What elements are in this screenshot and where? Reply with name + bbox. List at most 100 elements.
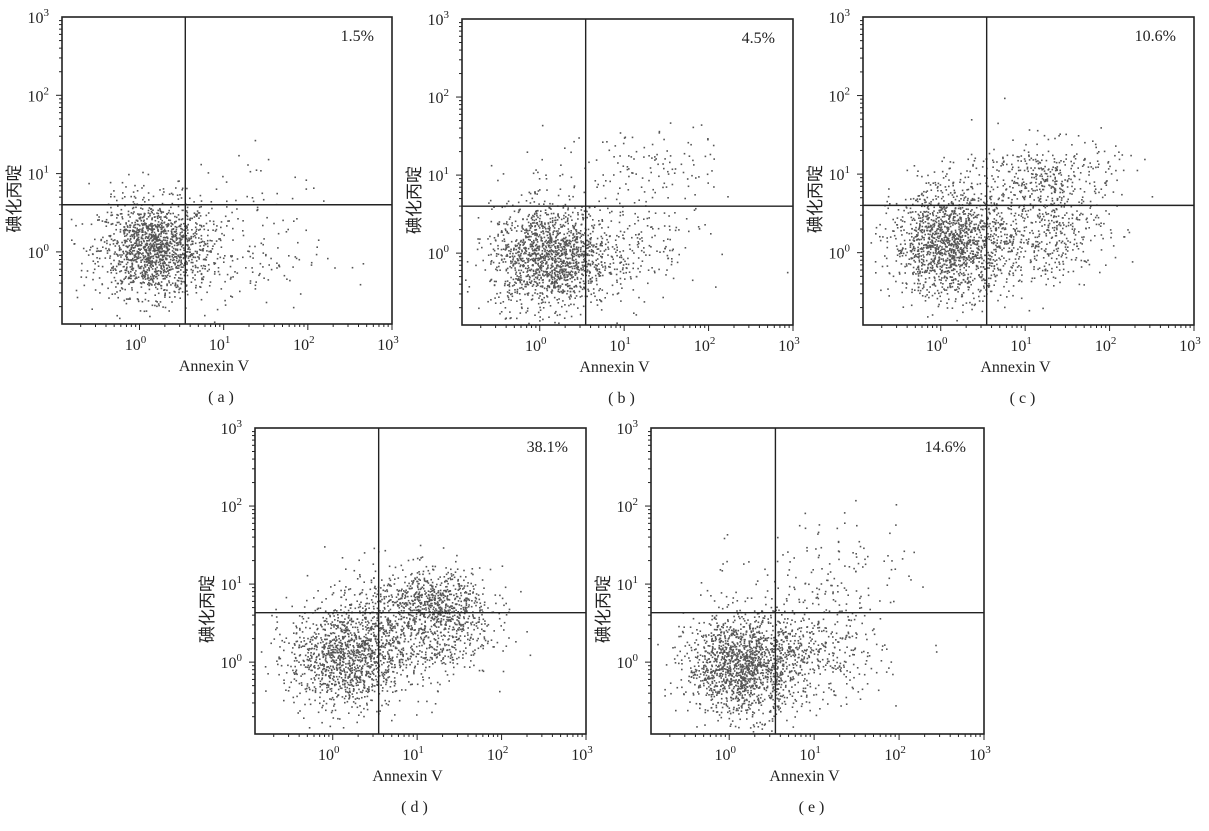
data-point	[151, 204, 154, 207]
data-point	[572, 248, 574, 251]
data-point	[949, 259, 951, 261]
y-tick-label: 103	[28, 7, 50, 27]
data-point	[518, 269, 520, 272]
data-point	[895, 202, 898, 205]
data-point	[278, 264, 280, 267]
data-point	[362, 263, 365, 265]
data-point	[654, 159, 656, 161]
data-point	[180, 283, 183, 285]
data-point	[911, 257, 914, 260]
data-point	[220, 246, 223, 248]
data-point	[134, 244, 137, 247]
data-point	[628, 175, 630, 178]
data-point	[957, 286, 959, 288]
data-point	[993, 241, 996, 244]
data-point	[99, 250, 101, 252]
data-point	[519, 272, 521, 274]
data-point	[491, 208, 493, 210]
data-point	[177, 260, 180, 263]
data-point	[522, 271, 525, 273]
data-point	[544, 257, 546, 259]
data-point	[559, 277, 562, 280]
data-point	[941, 228, 943, 231]
data-point	[149, 212, 151, 215]
data-point	[213, 223, 215, 226]
data-point	[945, 240, 947, 242]
data-point	[942, 223, 945, 226]
data-point	[946, 246, 948, 248]
data-point	[524, 283, 527, 286]
data-point	[975, 240, 978, 242]
data-point	[579, 285, 581, 288]
data-point	[179, 277, 182, 280]
data-point	[106, 252, 109, 254]
data-point	[156, 215, 159, 218]
data-point	[131, 259, 134, 261]
data-point	[148, 262, 150, 264]
data-point	[172, 247, 175, 250]
data-point	[537, 252, 539, 255]
data-point	[571, 265, 573, 268]
data-point	[112, 239, 115, 242]
data-point	[643, 146, 646, 149]
data-point	[572, 239, 574, 242]
data-point	[944, 270, 947, 273]
data-point	[1015, 233, 1018, 236]
data-point	[158, 243, 160, 245]
data-point	[145, 250, 147, 253]
data-point	[564, 237, 566, 240]
data-point	[133, 242, 136, 245]
data-point	[911, 236, 913, 238]
data-point	[157, 274, 160, 277]
data-point	[955, 222, 958, 224]
data-point	[961, 295, 964, 298]
data-point	[638, 233, 640, 235]
data-point	[159, 260, 161, 263]
data-point	[939, 235, 941, 238]
data-point	[149, 253, 152, 255]
data-point	[886, 200, 888, 203]
data-point	[504, 280, 507, 283]
data-point	[959, 239, 962, 241]
data-point	[73, 243, 75, 245]
data-point	[234, 271, 236, 273]
data-point	[114, 245, 117, 247]
data-point	[514, 245, 517, 248]
data-point	[572, 195, 574, 198]
data-point	[151, 226, 153, 228]
data-point	[202, 264, 205, 267]
data-point	[608, 265, 610, 268]
data-point	[144, 278, 147, 280]
data-point	[565, 239, 568, 242]
data-point	[559, 285, 562, 287]
data-point	[931, 242, 933, 245]
data-point	[932, 214, 935, 217]
data-point	[959, 283, 961, 286]
data-point	[565, 216, 567, 218]
data-point	[151, 230, 154, 232]
data-point	[124, 271, 127, 274]
data-point	[941, 231, 943, 233]
data-point	[919, 223, 921, 225]
data-point	[542, 279, 544, 281]
data-point	[185, 251, 188, 253]
data-point	[148, 267, 150, 269]
data-point	[175, 239, 178, 241]
data-point	[648, 254, 651, 256]
data-point	[165, 223, 167, 226]
data-point	[969, 281, 971, 283]
data-point	[106, 242, 108, 245]
data-point	[957, 291, 959, 293]
data-point	[572, 256, 574, 258]
data-point	[147, 259, 150, 261]
data-point	[89, 249, 91, 251]
data-point	[543, 254, 546, 257]
data-point	[180, 223, 182, 226]
data-point	[165, 250, 168, 253]
data-point	[923, 244, 925, 247]
data-point	[539, 189, 541, 191]
data-point	[496, 222, 499, 225]
data-point	[85, 276, 88, 279]
data-point	[143, 216, 145, 218]
data-point	[540, 239, 542, 242]
